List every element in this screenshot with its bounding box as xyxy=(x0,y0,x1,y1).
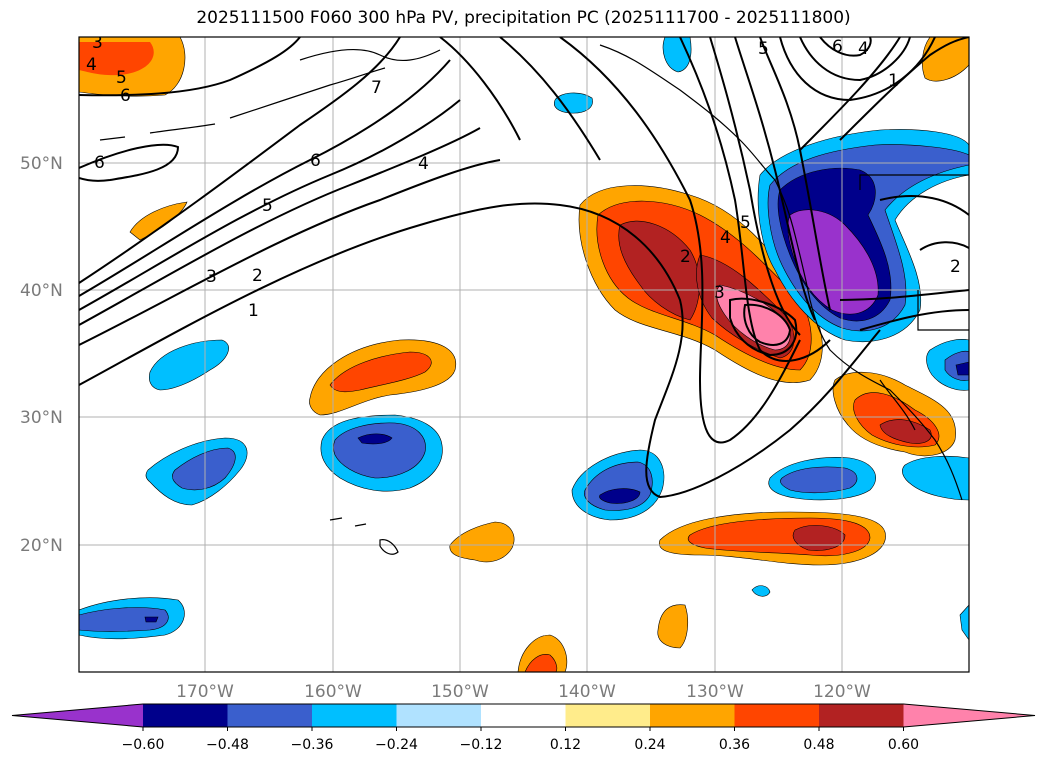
lon-label: 130°W xyxy=(686,682,744,702)
contour-label: 5 xyxy=(116,68,127,88)
colorbar-tick-label: 0.60 xyxy=(888,737,919,753)
contour-label: 4 xyxy=(858,39,869,59)
contour-label: 7 xyxy=(371,78,382,98)
contour-label: 5 xyxy=(262,196,273,216)
lon-label: 170°W xyxy=(176,682,234,702)
contour-label: 2 xyxy=(680,247,691,267)
colorbar-segment xyxy=(734,704,820,727)
lat-label: 50°N xyxy=(20,154,63,174)
lat-label: 20°N xyxy=(20,536,63,556)
colorbar-segment xyxy=(143,704,228,727)
colorbar-segment xyxy=(481,704,566,727)
contour-label: 3 xyxy=(714,283,725,303)
lat-label: 30°N xyxy=(20,408,63,428)
contour-label: 6 xyxy=(120,86,131,106)
colorbar-tick-label: −0.36 xyxy=(291,737,334,753)
colorbar-extend-low xyxy=(12,704,143,727)
colorbar-tick-label: −0.12 xyxy=(460,737,503,753)
contour-label: 6 xyxy=(310,151,321,171)
contour-label: 3 xyxy=(92,33,103,53)
colorbar-tick-label: −0.48 xyxy=(206,737,249,753)
colorbar-segment xyxy=(396,704,482,727)
map-title: 2025111500 F060 300 hPa PV, precipitatio… xyxy=(196,8,851,28)
colorbar-tick-label: −0.60 xyxy=(122,737,165,753)
lat-label: 40°N xyxy=(20,281,63,301)
lon-label: 150°W xyxy=(431,682,489,702)
contour-label: 1 xyxy=(888,71,899,91)
contour-label: 3 xyxy=(206,267,217,287)
latitude-labels: 50°N 40°N 30°N 20°N xyxy=(20,154,63,556)
pv-contours xyxy=(79,37,969,499)
lon-label: 140°W xyxy=(558,682,616,702)
colorbar-labels: −0.60 −0.48 −0.36 −0.24 −0.12 0.12 0.24 0.36 0.4… xyxy=(122,727,919,753)
colorbar-extend-high xyxy=(903,704,1035,727)
colorbar-tick-label: 0.24 xyxy=(634,737,665,753)
colorbar-segment xyxy=(819,704,904,727)
lon-label: 120°W xyxy=(813,682,871,702)
contour-label: 5 xyxy=(758,39,769,59)
pv-contour-labels: 3 4 5 6 6 7 6 5 4 3 2 1 2 3 4 5 5 6 4 1 … xyxy=(86,33,961,321)
contour-label: 2 xyxy=(252,266,263,286)
colorbar-tick-label: −0.24 xyxy=(375,737,418,753)
contour-label: 4 xyxy=(418,154,429,174)
colorbar-tick-label: 0.48 xyxy=(803,737,834,753)
contour-label: 6 xyxy=(832,37,843,57)
map-border xyxy=(78,36,970,673)
contour-label: 2 xyxy=(950,257,961,277)
lon-label: 160°W xyxy=(304,682,362,702)
colorbar-tick-label: 0.12 xyxy=(550,737,581,753)
colorbar-tick-label: 0.36 xyxy=(719,737,750,753)
longitude-labels: 170°W 160°W 150°W 140°W 130°W 120°W xyxy=(176,682,871,702)
graticule xyxy=(79,37,969,672)
colorbar-segment xyxy=(650,704,735,727)
contour-label: 4 xyxy=(86,55,97,75)
contour-label: 1 xyxy=(248,301,259,321)
contour-label: 5 xyxy=(740,213,751,233)
colorbar-segment xyxy=(565,704,651,727)
colorbar xyxy=(11,703,1036,728)
contour-label: 4 xyxy=(720,228,731,248)
colorbar-segment xyxy=(227,704,313,727)
contour-label: 6 xyxy=(94,153,105,173)
colorbar-segment xyxy=(312,704,397,727)
